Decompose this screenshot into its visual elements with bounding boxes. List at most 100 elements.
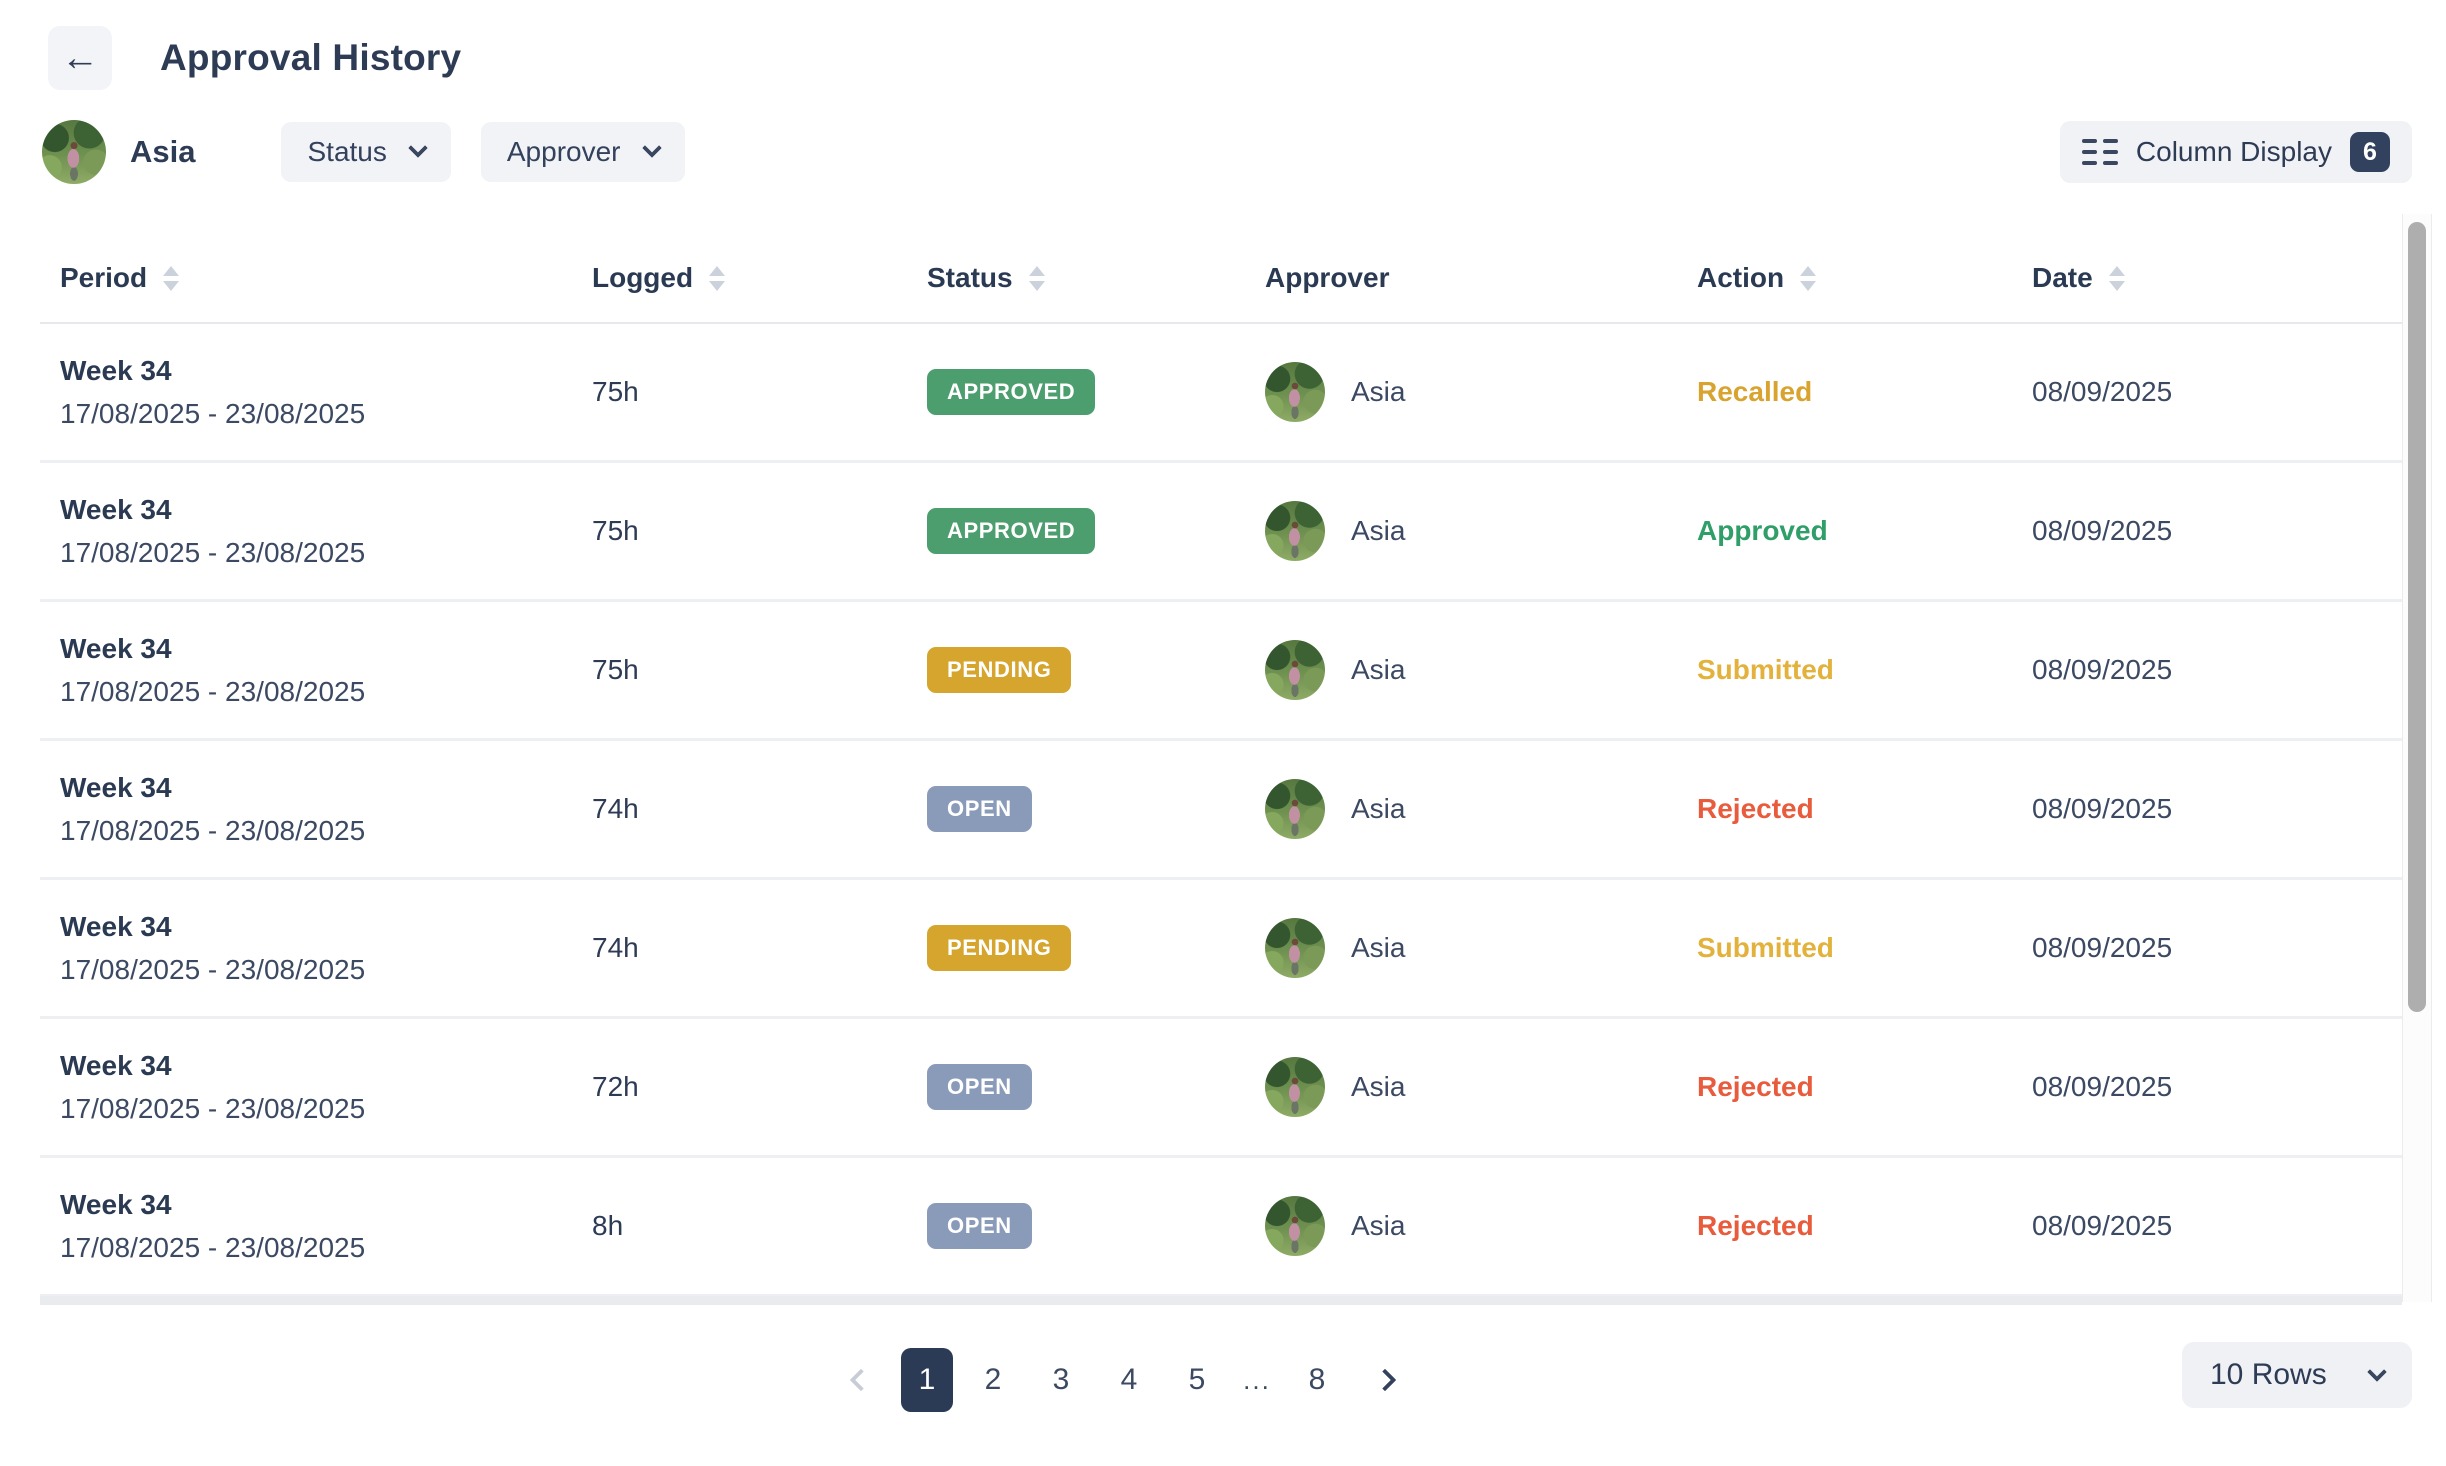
table-row: Week 34 17/08/2025 - 23/08/2025 75h PEND…: [40, 602, 2402, 741]
period-cell: Week 34 17/08/2025 - 23/08/2025: [60, 772, 592, 847]
column-header-action[interactable]: Action: [1697, 262, 2032, 294]
table-header: Period Logged Status Approver Action Dat…: [40, 234, 2402, 324]
action-cell: Submitted: [1697, 654, 1834, 685]
column-header-approver: Approver: [1265, 262, 1390, 293]
sort-icon: [2108, 265, 2125, 291]
date-cell: 08/09/2025: [2032, 1210, 2173, 1241]
action-cell: Approved: [1697, 515, 1828, 546]
columns-icon: [2081, 139, 2118, 165]
date-cell: 08/09/2025: [2032, 932, 2173, 963]
logged-cell: 75h: [592, 515, 639, 546]
period-range: 17/08/2025 - 23/08/2025: [60, 1092, 366, 1124]
chevron-down-icon: [2367, 1362, 2387, 1382]
status-badge: OPEN: [927, 1203, 1032, 1249]
approver-filter-dropdown[interactable]: Approver: [480, 122, 685, 182]
logged-cell: 8h: [592, 1210, 624, 1241]
period-cell: Week 34 17/08/2025 - 23/08/2025: [60, 1189, 592, 1264]
approver-avatar: [1265, 1196, 1325, 1256]
logged-cell: 74h: [592, 793, 639, 824]
vertical-scrollbar-thumb[interactable]: [2408, 222, 2426, 1012]
rows-per-page-select[interactable]: 10 Rows: [2182, 1342, 2412, 1408]
chevron-down-icon: [407, 138, 428, 158]
period-range: 17/08/2025 - 23/08/2025: [60, 397, 366, 429]
period-range: 17/08/2025 - 23/08/2025: [60, 814, 366, 846]
date-cell: 08/09/2025: [2032, 654, 2173, 685]
status-badge: OPEN: [927, 786, 1032, 832]
approver-name: Asia: [1351, 654, 1406, 685]
page-button-2[interactable]: 2: [965, 1348, 1021, 1412]
table-body: Week 34 17/08/2025 - 23/08/2025 75h APPR…: [40, 324, 2402, 1297]
date-cell: 08/09/2025: [2032, 515, 2173, 546]
approver-cell: Asia: [1265, 501, 1697, 561]
vertical-scrollbar-track[interactable]: [2402, 214, 2432, 1302]
status-cell: OPEN: [927, 786, 1265, 832]
approver-avatar: [1265, 779, 1325, 839]
period-range: 17/08/2025 - 23/08/2025: [60, 1231, 366, 1263]
page-button-3[interactable]: 3: [1033, 1348, 1089, 1412]
approver-name: Asia: [1351, 1210, 1406, 1241]
approver-name: Asia: [1351, 515, 1406, 546]
status-cell: APPROVED: [927, 508, 1265, 554]
toolbar: Asia Status Approver Column Display 6: [42, 118, 2412, 186]
approver-cell: Asia: [1265, 640, 1697, 700]
column-header-period[interactable]: Period: [60, 262, 592, 294]
period-week: Week 34: [60, 354, 172, 386]
page-header: ← Approval History: [48, 26, 461, 90]
approver-filter-label: Approver: [506, 136, 621, 167]
period-cell: Week 34 17/08/2025 - 23/08/2025: [60, 633, 592, 708]
date-cell: 08/09/2025: [2032, 376, 2173, 407]
page-button-5[interactable]: 5: [1169, 1348, 1225, 1412]
user-name: Asia: [130, 134, 196, 169]
action-cell: Rejected: [1697, 793, 1814, 824]
status-cell: OPEN: [927, 1203, 1265, 1249]
chevron-left-icon: [849, 1368, 873, 1392]
table-row: Week 34 17/08/2025 - 23/08/2025 75h APPR…: [40, 324, 2402, 463]
period-week: Week 34: [60, 1049, 172, 1081]
period-range: 17/08/2025 - 23/08/2025: [60, 675, 366, 707]
table-horizontal-scrollbar[interactable]: [40, 1296, 2402, 1305]
approver-cell: Asia: [1265, 779, 1697, 839]
column-header-logged[interactable]: Logged: [592, 262, 927, 294]
status-cell: PENDING: [927, 647, 1265, 693]
period-week: Week 34: [60, 493, 172, 525]
column-header-status[interactable]: Status: [927, 262, 1265, 294]
next-page-button[interactable]: [1357, 1348, 1413, 1412]
action-cell: Recalled: [1697, 376, 1813, 407]
approver-name: Asia: [1351, 1071, 1406, 1102]
table-row: Week 34 17/08/2025 - 23/08/2025 72h OPEN…: [40, 1019, 2402, 1158]
period-cell: Week 34 17/08/2025 - 23/08/2025: [60, 1050, 592, 1125]
action-cell: Submitted: [1697, 932, 1834, 963]
logged-cell: 75h: [592, 376, 639, 407]
approver-avatar: [1265, 362, 1325, 422]
status-badge: OPEN: [927, 1064, 1032, 1110]
back-button[interactable]: ←: [48, 26, 112, 90]
period-cell: Week 34 17/08/2025 - 23/08/2025: [60, 911, 592, 986]
chevron-right-icon: [1373, 1368, 1397, 1392]
period-week: Week 34: [60, 1188, 172, 1220]
rows-per-page-value: 10 Rows: [2210, 1358, 2327, 1391]
status-cell: APPROVED: [927, 369, 1265, 415]
user-avatar: [42, 120, 106, 184]
approver-cell: Asia: [1265, 918, 1697, 978]
column-display-button[interactable]: Column Display 6: [2059, 121, 2412, 183]
column-header-date[interactable]: Date: [2032, 262, 2402, 294]
sort-icon: [163, 265, 180, 291]
period-cell: Week 34 17/08/2025 - 23/08/2025: [60, 355, 592, 430]
previous-page-button[interactable]: [833, 1348, 889, 1412]
status-badge: PENDING: [927, 647, 1072, 693]
approver-name: Asia: [1351, 793, 1406, 824]
column-display-label: Column Display: [2135, 136, 2332, 167]
page-button-1[interactable]: 1: [901, 1348, 953, 1412]
status-badge: APPROVED: [927, 369, 1096, 415]
sort-icon: [709, 265, 726, 291]
period-cell: Week 34 17/08/2025 - 23/08/2025: [60, 494, 592, 569]
status-filter-dropdown[interactable]: Status: [281, 122, 451, 182]
table-row: Week 34 17/08/2025 - 23/08/2025 74h PEND…: [40, 880, 2402, 1019]
approver-avatar: [1265, 501, 1325, 561]
period-week: Week 34: [60, 910, 172, 942]
page-button-8[interactable]: 8: [1289, 1348, 1345, 1412]
page-button-4[interactable]: 4: [1101, 1348, 1157, 1412]
period-range: 17/08/2025 - 23/08/2025: [60, 536, 366, 568]
column-count-badge: 6: [2350, 132, 2390, 172]
approver-avatar: [1265, 1057, 1325, 1117]
